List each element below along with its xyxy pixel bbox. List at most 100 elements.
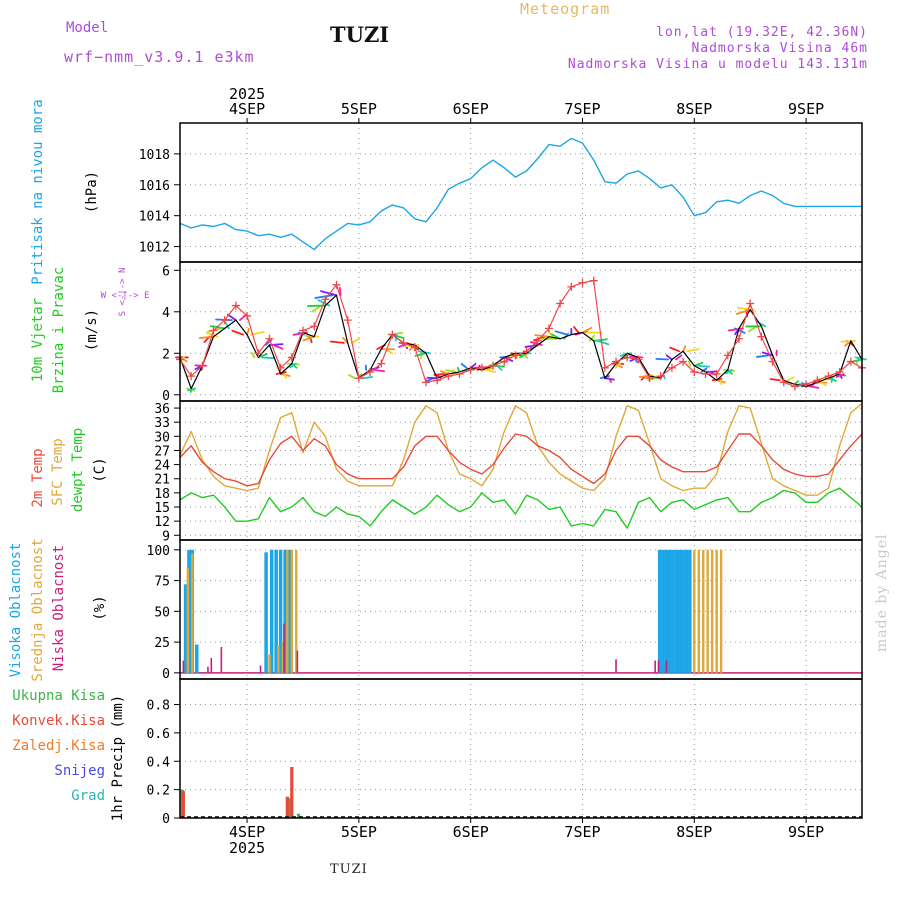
low-cloud-bar — [210, 658, 213, 673]
wind-barb — [239, 313, 248, 321]
wind-barb — [460, 363, 468, 369]
gust-marker — [589, 276, 598, 285]
gust-marker — [421, 378, 430, 387]
gust-marker — [209, 326, 218, 335]
gust-marker — [701, 370, 710, 379]
low-cloud-bar — [259, 665, 262, 673]
wind-barb — [581, 326, 593, 334]
y-tick-label: 0 — [162, 667, 170, 682]
mid-cloud-bar — [281, 642, 285, 673]
high-cloud-axis-title: Visoka Oblacnost — [8, 543, 24, 678]
gust-marker — [500, 357, 509, 366]
gust-marker — [366, 367, 375, 376]
high-cloud-bar — [274, 549, 278, 673]
wind-barb — [283, 373, 287, 379]
gust-marker — [556, 299, 565, 308]
wind-barb — [755, 320, 767, 328]
gust-marker — [824, 372, 833, 381]
sfc-temp-axis-title: SFC Temp — [50, 438, 66, 505]
wind-barb — [809, 385, 820, 389]
gust-marker — [835, 367, 844, 376]
gust-marker — [757, 332, 766, 341]
y-tick-label: 0.4 — [147, 755, 171, 770]
y-tick-label: 1018 — [139, 148, 170, 163]
wind-barb — [830, 377, 834, 383]
gust-marker — [410, 343, 419, 352]
day-label-top: 7SEP — [564, 100, 600, 118]
y-tick-label: 33 — [154, 416, 170, 431]
wind-barb — [725, 368, 733, 375]
wind-direction-legend-vertical: S <-|-> N — [118, 268, 128, 317]
gust-marker — [623, 353, 632, 362]
y-tick-label: 36 — [154, 402, 170, 417]
wind-barb — [727, 327, 744, 332]
day-label-bottom: 6SEP — [453, 823, 489, 841]
wind-barb — [675, 354, 683, 361]
gust-marker — [768, 357, 777, 366]
y-tick-label: 24 — [154, 459, 170, 474]
gust-marker — [243, 311, 252, 320]
y-tick-label: 0.6 — [147, 727, 170, 742]
grid-layer — [180, 123, 862, 819]
mid-cloud-axis-title: Srednja Oblacnost — [30, 538, 46, 681]
y-tick-label: 6 — [162, 264, 170, 279]
wind-barb — [445, 369, 457, 373]
gust-marker — [298, 326, 307, 335]
wind-barb — [554, 330, 569, 336]
wind-barb — [289, 362, 297, 369]
mid-cloud-bar — [186, 568, 190, 673]
y-tick-label: 12 — [154, 515, 170, 530]
legend-total-rain: Ukupna Kisa — [12, 688, 105, 704]
gust-marker — [466, 365, 475, 374]
legend-hail: Grad — [71, 788, 105, 804]
wind-barb — [484, 368, 497, 373]
wind-barb — [669, 346, 681, 353]
low-cloud-bar — [296, 650, 299, 673]
y-tick-label: 25 — [154, 636, 170, 651]
wind-barb — [338, 286, 342, 297]
mid-cloud-bar — [702, 549, 705, 673]
high-cloud-bar — [688, 549, 692, 673]
high-cloud-bar — [183, 584, 188, 673]
text-layer: 1012101410161018024691215182124273033360… — [8, 85, 824, 857]
y-tick-label: 100 — [147, 544, 170, 559]
mid-cloud-bar — [268, 654, 271, 673]
high-cloud-bar — [671, 549, 675, 673]
gust-marker — [567, 282, 576, 291]
mid-cloud-bar — [191, 553, 194, 673]
gust-marker — [790, 382, 799, 391]
y-tick-label: 27 — [154, 444, 170, 459]
total-rain-bar — [296, 813, 301, 818]
wind-barb — [820, 381, 827, 387]
wind-barb — [607, 377, 613, 383]
low-cloud-axis-title: Niska Oblacnost — [51, 545, 67, 671]
wind-barb — [314, 294, 334, 299]
high-cloud-bar — [264, 552, 268, 673]
gust-marker — [287, 353, 296, 362]
wind-barb — [231, 329, 244, 336]
high-cloud-bar — [674, 549, 679, 673]
wind-barb — [840, 339, 856, 343]
day-label-top: 9SEP — [788, 100, 824, 118]
wind-axis-title-1: 10m Vjetar — [30, 298, 46, 382]
wind-barb — [187, 387, 197, 392]
gust-marker — [533, 336, 542, 345]
wind-barb — [347, 374, 356, 380]
gust-marker — [321, 295, 330, 304]
mid-cloud-bar — [693, 549, 696, 673]
legend-convective-rain: Konvek.Kisa — [12, 713, 105, 729]
wind-barb — [592, 338, 608, 342]
mid-cloud-bar — [295, 549, 298, 673]
wind-barb — [250, 331, 265, 336]
gust-marker — [220, 316, 229, 325]
wind-barb — [756, 354, 770, 358]
model-name: wrf−nmm_v3.9.1 e3km — [64, 48, 255, 66]
y-tick-label: 30 — [154, 430, 170, 445]
gust-marker — [667, 363, 676, 372]
data-layer — [175, 137, 867, 818]
temp-2m-line — [179, 433, 863, 487]
gust-marker — [187, 372, 196, 381]
gust-marker — [231, 301, 240, 310]
wind-gust-line — [179, 280, 863, 388]
high-cloud-bar — [661, 549, 665, 673]
